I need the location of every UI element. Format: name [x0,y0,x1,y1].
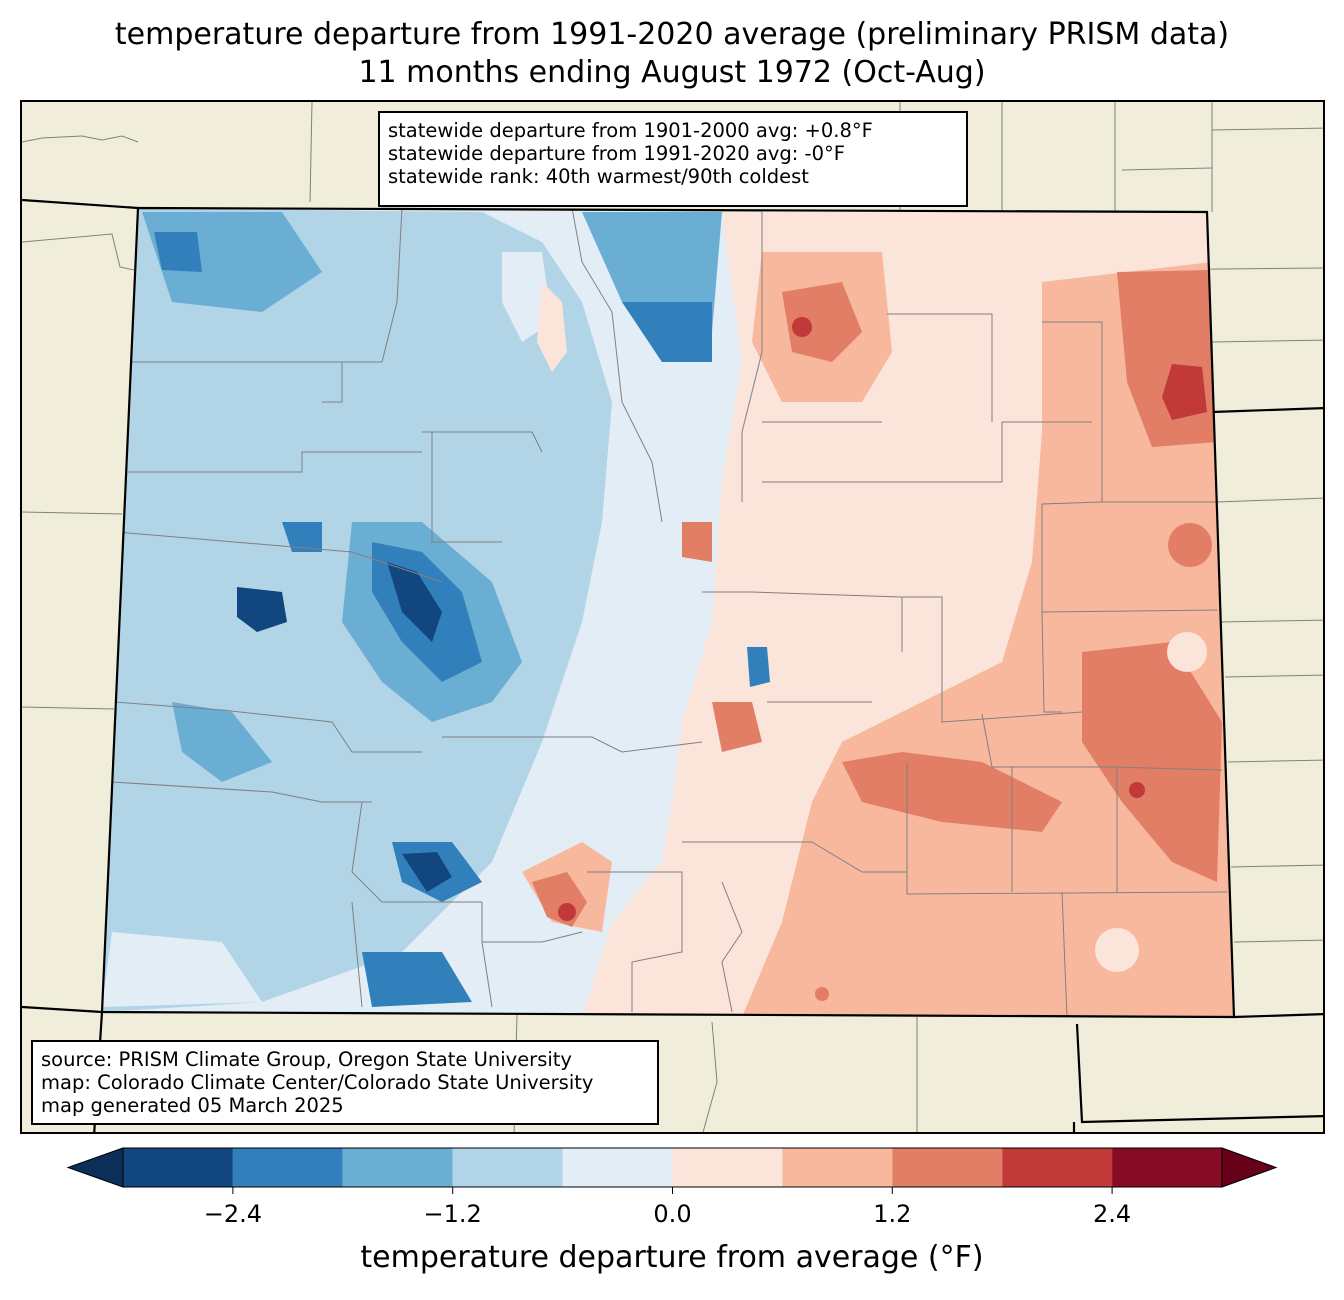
temperature-departure-field [102,208,1234,1017]
source-line: source: PRISM Climate Group, Oregon Stat… [41,1048,572,1071]
colorbar-bin [1002,1148,1113,1187]
colorbar-tick-label: −1.2 [423,1200,482,1228]
colorbar-bin [892,1148,1003,1187]
source-credit-box: source: PRISM Climate Group, Oregon Stat… [31,1040,659,1125]
colorado-boundary [100,206,1236,1019]
colorbar-bin [782,1148,893,1187]
colorbar-tick-label: −2.4 [203,1200,263,1228]
colorbar-bin [562,1148,673,1187]
stats-line-1991-2020: statewide departure from 1991-2020 avg: … [388,142,845,165]
colorbar-label: temperature departure from average (°F) [360,1240,984,1275]
colorbar-tick-label: 2.4 [1093,1200,1132,1228]
map-panel [20,100,1325,1134]
county-lines [111,208,1228,1017]
map-credit-line: map: Colorado Climate Center/Colorado St… [41,1071,594,1094]
colorbar-bin [672,1148,783,1187]
stats-line-1901-2000: statewide departure from 1901-2000 avg: … [388,119,873,142]
colorbar-tick-label: 0.0 [653,1200,692,1228]
colorbar-tick-label: 1.2 [873,1200,912,1228]
colorbar-bin [123,1148,233,1187]
colorbar [0,1140,1344,1300]
statewide-stats-box: statewide departure from 1901-2000 avg: … [378,111,968,207]
colorbar-bin [452,1148,563,1187]
map-title-line2: 11 months ending August 1972 (Oct-Aug) [358,55,986,90]
map-title-line1: temperature departure from 1991-2020 ave… [114,17,1230,52]
colorbar-under-arrow [66,1147,124,1188]
stats-line-rank: statewide rank: 40th warmest/90th coldes… [388,165,809,188]
colorbar-bin [232,1148,343,1187]
colorado-temperature-map [22,102,1323,1132]
colorbar-bin [1112,1148,1222,1187]
generated-date-line: map generated 05 March 2025 [41,1094,344,1117]
colorbar-svg [66,1147,1278,1194]
colorbar-bin [342,1148,453,1187]
colorbar-over-arrow [1221,1147,1278,1188]
